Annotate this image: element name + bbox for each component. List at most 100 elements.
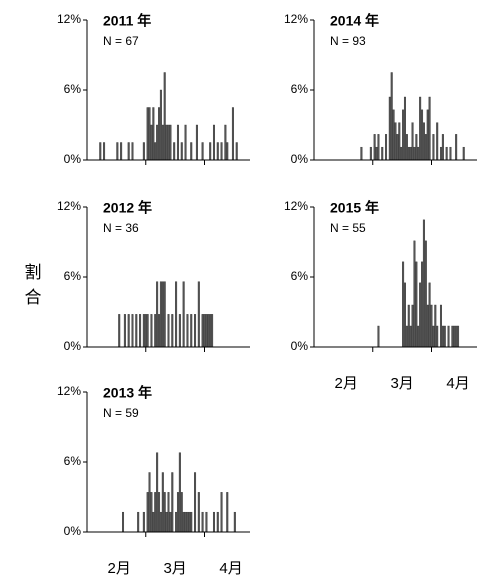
bar <box>388 96 391 161</box>
bar <box>152 511 155 533</box>
bar <box>426 109 429 161</box>
bar <box>156 281 159 348</box>
bar <box>405 325 408 348</box>
bar <box>165 511 168 533</box>
bar <box>421 261 424 348</box>
bar <box>415 261 418 348</box>
bar <box>188 511 191 533</box>
y-tick-label: 6% <box>64 454 82 468</box>
bar <box>146 314 149 348</box>
y-tick-label: 0% <box>64 524 82 538</box>
x-tick-label: 2月 <box>108 560 131 577</box>
bar <box>411 304 414 348</box>
bar <box>182 281 185 348</box>
y-tick-label: 6% <box>64 82 82 96</box>
bar <box>421 109 424 161</box>
panel-title: 2014 年 <box>330 13 379 29</box>
bar <box>396 134 399 161</box>
y-tick-label: 12% <box>57 12 81 26</box>
panel-note: N = 93 <box>330 34 366 48</box>
bar <box>184 511 187 533</box>
bar <box>163 492 166 533</box>
bar <box>220 492 223 533</box>
bar <box>457 325 460 348</box>
bar <box>434 304 437 348</box>
bar <box>369 146 372 161</box>
bar <box>462 146 465 161</box>
bar <box>400 146 403 161</box>
panel-note: N = 36 <box>103 221 139 235</box>
bar <box>127 142 130 161</box>
bar <box>373 134 376 161</box>
bar <box>186 511 189 533</box>
bar <box>120 142 123 161</box>
bar <box>173 142 176 161</box>
bar <box>103 142 106 161</box>
x-tick-label: 4月 <box>219 560 242 577</box>
bar <box>150 492 153 533</box>
bar <box>205 511 208 533</box>
bar <box>194 472 197 533</box>
bar <box>432 134 435 161</box>
bar <box>436 122 439 161</box>
bar <box>216 142 219 161</box>
bar <box>167 124 170 161</box>
bar <box>226 492 229 533</box>
bar <box>409 325 412 348</box>
y-tick-label: 0% <box>291 339 309 353</box>
bar <box>203 314 206 348</box>
bar <box>178 314 181 348</box>
bar <box>422 122 425 161</box>
bar <box>171 314 174 348</box>
bar <box>139 314 142 348</box>
bar <box>375 146 378 161</box>
bar <box>224 124 227 161</box>
bar <box>413 146 416 161</box>
bar <box>144 314 147 348</box>
bar <box>156 124 159 161</box>
bar <box>220 142 223 161</box>
bar <box>377 134 380 161</box>
bar <box>403 282 406 348</box>
bar <box>360 146 363 161</box>
bar <box>235 142 238 161</box>
bar <box>415 134 418 161</box>
bar <box>150 314 153 348</box>
bar <box>449 146 452 161</box>
y-axis-label: 割合 <box>22 263 42 313</box>
y-tick-label: 6% <box>291 269 309 283</box>
bar <box>211 314 214 348</box>
panel-title: 2012 年 <box>103 200 152 216</box>
bar <box>205 314 208 348</box>
bar <box>201 314 204 348</box>
panel-note: N = 59 <box>103 406 139 420</box>
bar <box>167 492 170 533</box>
bar <box>194 314 197 348</box>
bar <box>453 325 456 348</box>
bar <box>424 240 427 348</box>
bar <box>122 511 125 533</box>
bar <box>123 314 126 348</box>
bar <box>158 314 161 348</box>
bar <box>212 511 215 533</box>
bar <box>197 492 200 533</box>
bar <box>419 96 422 161</box>
bar <box>426 304 429 348</box>
bar <box>455 134 458 161</box>
bar <box>439 146 442 161</box>
bar <box>407 146 410 161</box>
bar <box>146 107 149 161</box>
bar <box>201 142 204 161</box>
bar <box>131 142 134 161</box>
y-tick-label: 12% <box>57 384 81 398</box>
bar <box>209 142 212 161</box>
bar <box>176 492 179 533</box>
bar <box>152 107 155 161</box>
x-tick-label: 3月 <box>163 560 186 577</box>
bar <box>148 472 151 533</box>
bar <box>392 109 395 161</box>
bar <box>167 314 170 348</box>
bar <box>451 325 454 348</box>
bar <box>209 314 212 348</box>
y-tick-label: 0% <box>64 152 82 166</box>
